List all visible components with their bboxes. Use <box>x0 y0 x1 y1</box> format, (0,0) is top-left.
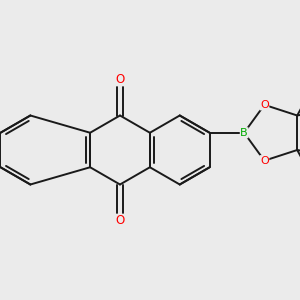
Text: O: O <box>116 214 124 227</box>
Text: O: O <box>116 73 124 86</box>
Text: O: O <box>260 156 269 166</box>
Text: O: O <box>260 100 269 110</box>
Text: B: B <box>240 128 248 138</box>
